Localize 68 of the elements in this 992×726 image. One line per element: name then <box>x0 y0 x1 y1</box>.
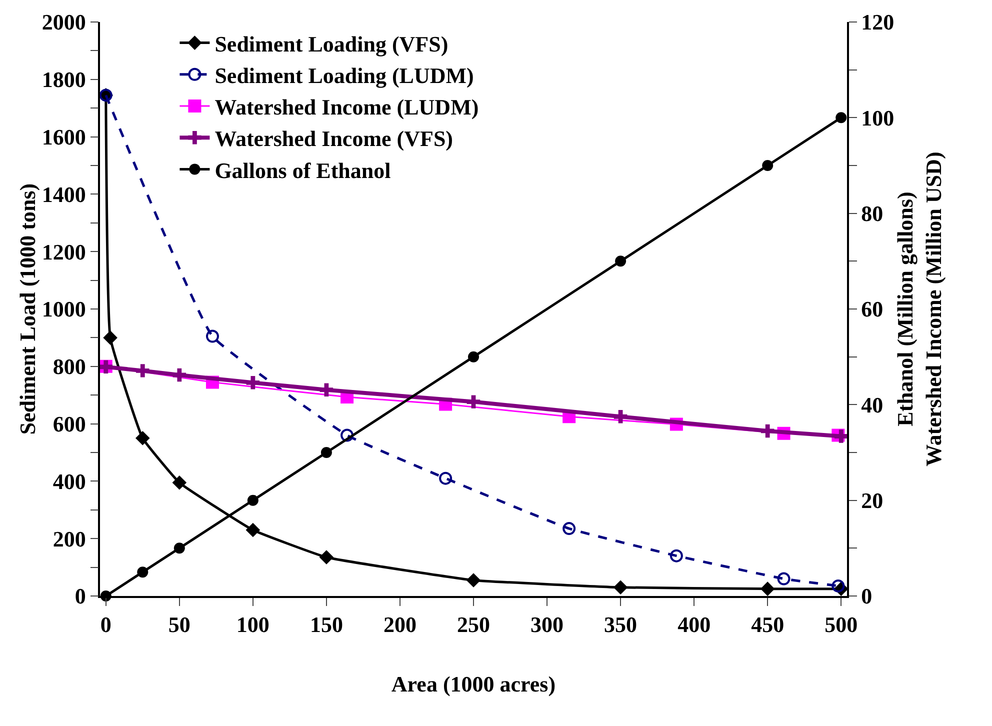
x-tick-label: 250 <box>457 612 490 638</box>
point <box>836 112 847 124</box>
legend-label: Sediment Loading (VFS) <box>214 31 448 56</box>
point <box>760 582 775 596</box>
x-tick-label: 450 <box>751 612 784 638</box>
point <box>760 424 774 438</box>
y-tick-label: 800 <box>52 354 86 380</box>
y-tick-label: 400 <box>52 468 86 494</box>
x-tick-label: 0 <box>100 612 112 638</box>
point <box>136 364 150 378</box>
point <box>320 383 334 396</box>
x-tick-label: 400 <box>678 612 711 638</box>
point <box>103 330 118 345</box>
y-tick-label: 1000 <box>42 296 86 322</box>
legend-label: Sediment Loading (LUDM) <box>214 62 474 88</box>
point <box>319 550 334 564</box>
point <box>834 430 848 443</box>
y2-tick-label: 120 <box>861 10 894 35</box>
point <box>320 447 332 458</box>
x-tick-label: 150 <box>310 612 343 638</box>
point <box>832 579 845 592</box>
point <box>615 256 626 267</box>
point <box>340 428 354 442</box>
x-tick-label: 100 <box>236 612 270 638</box>
point <box>670 549 683 562</box>
y-tick-label: 1400 <box>42 182 86 207</box>
point <box>614 410 628 424</box>
legend-label: Watershed Income (LUDM) <box>214 94 479 120</box>
point <box>137 566 148 578</box>
y2-axis-title: Ethanol (Million gallons) Watershed Income (Million USD) <box>892 152 946 466</box>
y-axis-title: Sediment Load (1000 tons) <box>14 183 40 435</box>
point <box>246 376 260 390</box>
x-tick-label: 350 <box>604 612 638 638</box>
x-tick-label: 500 <box>824 612 858 638</box>
y2-tick-label: 100 <box>861 105 894 130</box>
point <box>135 431 150 446</box>
y-tick-label: 1200 <box>42 239 86 264</box>
point <box>777 572 790 586</box>
y-tick-label: 2000 <box>42 10 86 35</box>
point <box>466 573 481 588</box>
y-tick-label: 1600 <box>42 124 86 150</box>
y-tick-label: 200 <box>52 526 86 552</box>
y2-tick-label: 40 <box>861 392 884 418</box>
y2-tick-label: 60 <box>861 296 884 322</box>
legend-label: Watershed Income (VFS) <box>214 126 454 152</box>
point <box>172 368 186 382</box>
x-tick-label: 300 <box>530 612 564 638</box>
point <box>246 522 260 538</box>
y2-tick-label: 80 <box>861 201 884 226</box>
y-tick-label: 600 <box>52 412 86 436</box>
point <box>206 330 219 343</box>
y2-tick-label: 0 <box>861 584 872 609</box>
point <box>247 494 258 506</box>
x-tick-label: 50 <box>168 612 190 638</box>
y-tick-label: 0 <box>74 584 86 609</box>
point <box>466 395 480 408</box>
x-axis-title: Area (1000 acres) <box>391 672 556 697</box>
point <box>762 160 774 171</box>
point <box>172 475 187 490</box>
point <box>562 522 576 536</box>
y-tick-label: 1800 <box>42 67 86 92</box>
point <box>613 580 628 595</box>
x-tick-label: 200 <box>383 612 416 638</box>
point <box>468 351 479 362</box>
y2-tick-label: 20 <box>861 488 884 514</box>
legend-label: Gallons of Ethanol <box>214 158 391 183</box>
point <box>439 472 452 485</box>
point <box>174 542 185 554</box>
